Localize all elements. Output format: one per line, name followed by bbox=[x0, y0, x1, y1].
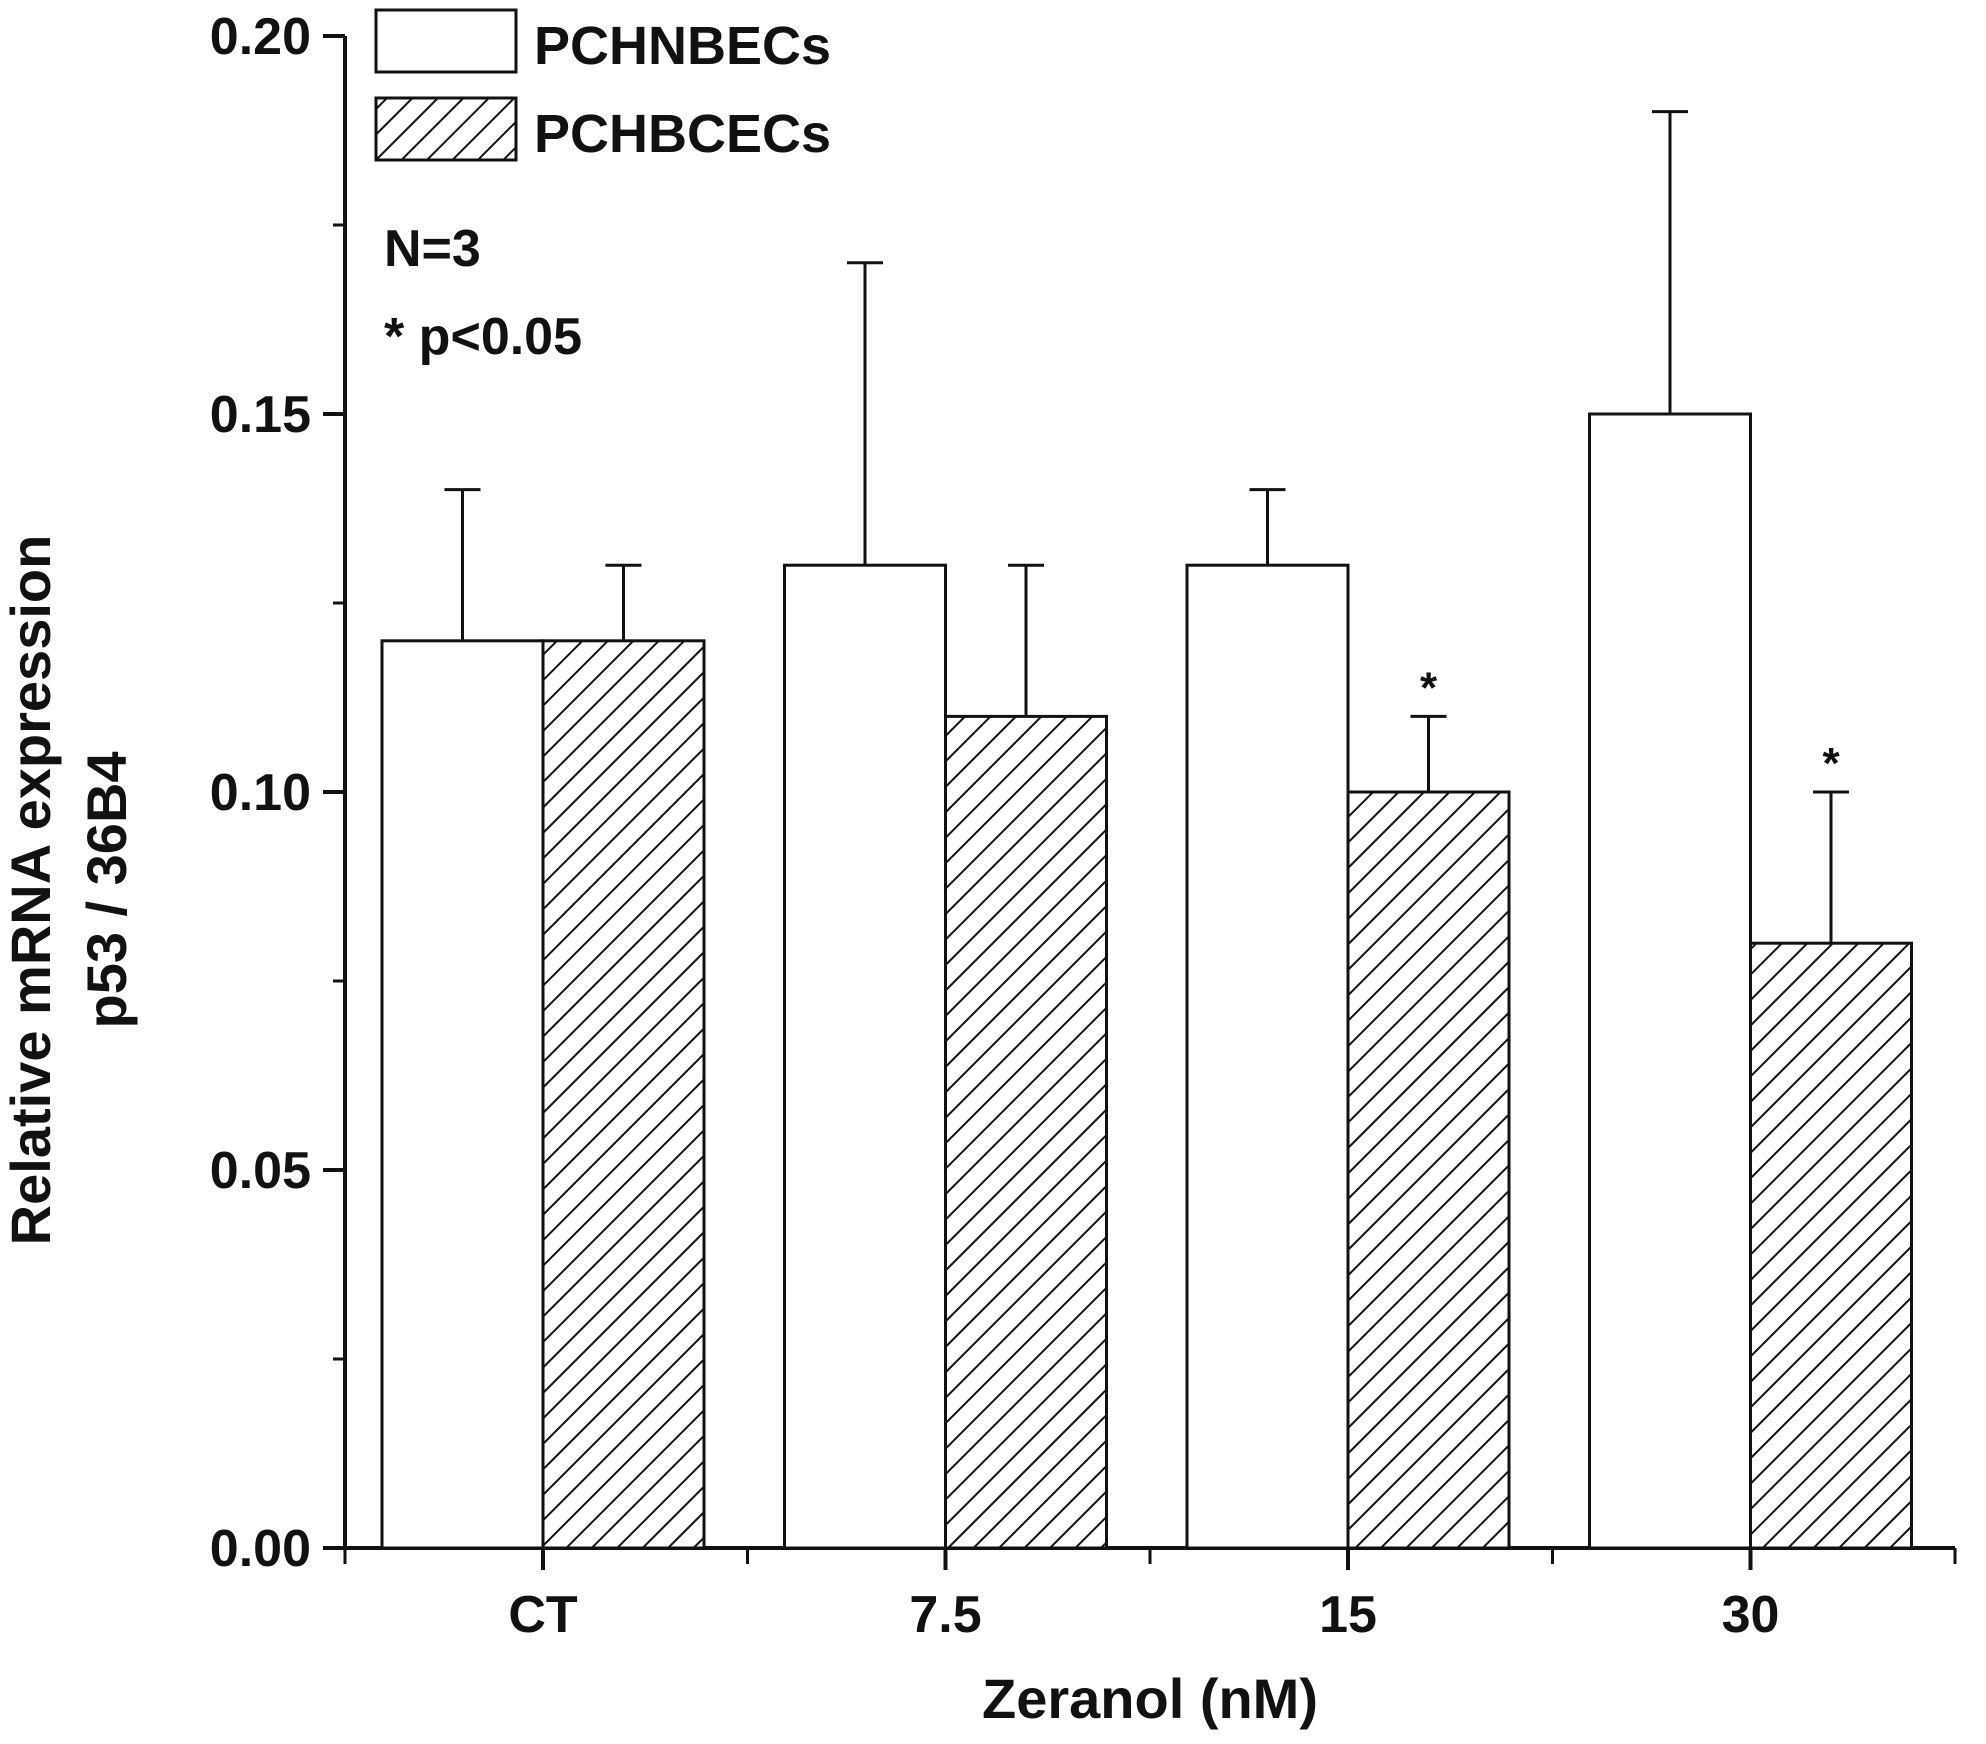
y-tick-label: 0.20 bbox=[210, 8, 311, 66]
y-tick-label: 0.10 bbox=[210, 764, 311, 822]
annotation-n: N=3 bbox=[384, 220, 481, 278]
x-axis-title: Zeranol (nM) bbox=[982, 1667, 1318, 1730]
bar-pchnbecs-CT bbox=[380, 639, 545, 1550]
y-tick-label: 0.05 bbox=[210, 1142, 311, 1200]
bar-pchnbecs-30 bbox=[1588, 412, 1752, 1550]
x-tick-label: 15 bbox=[1319, 1586, 1377, 1644]
legend: PCHNBECs PCHBCECs bbox=[374, 8, 831, 164]
bar-pchnbecs-15 bbox=[1185, 563, 1350, 1550]
y-axis-title-line-2: p53 / 36B4 bbox=[75, 751, 138, 1028]
annotation-p-value: * p<0.05 bbox=[384, 308, 582, 366]
significance-marker: * bbox=[1822, 739, 1840, 788]
bars-group bbox=[380, 412, 1913, 1550]
legend-swatch-pchbcecs bbox=[374, 96, 518, 162]
bar-pchbcecs-15 bbox=[1346, 790, 1511, 1550]
x-tick-label: CT bbox=[508, 1586, 578, 1644]
bar-pchbcecs-CT bbox=[541, 639, 706, 1550]
bar-pchbcecs-30 bbox=[1749, 941, 1913, 1550]
legend-label-pchnbecs: PCHNBECs bbox=[534, 16, 831, 76]
legend-swatch-pchnbecs bbox=[374, 8, 518, 74]
x-axis-ticks: CT 7.5 15 30 bbox=[343, 1548, 1957, 1644]
y-tick-label: 0.00 bbox=[210, 1520, 311, 1578]
x-tick-label: 30 bbox=[1722, 1586, 1780, 1644]
error-bars-group: ** bbox=[444, 110, 1849, 944]
bar-pchbcecs-7-5 bbox=[944, 714, 1108, 1550]
significance-marker: * bbox=[1420, 663, 1438, 712]
y-axis-title-line-1: Relative mRNA expression bbox=[0, 535, 62, 1246]
x-tick-label: 7.5 bbox=[909, 1586, 981, 1644]
bar-pchnbecs-7-5 bbox=[783, 563, 947, 1550]
y-axis-ticks: 0.00 0.05 0.10 0.15 0.20 bbox=[210, 8, 345, 1578]
legend-label-pchbcecs: PCHBCECs bbox=[534, 104, 831, 164]
y-tick-label: 0.15 bbox=[210, 386, 311, 444]
